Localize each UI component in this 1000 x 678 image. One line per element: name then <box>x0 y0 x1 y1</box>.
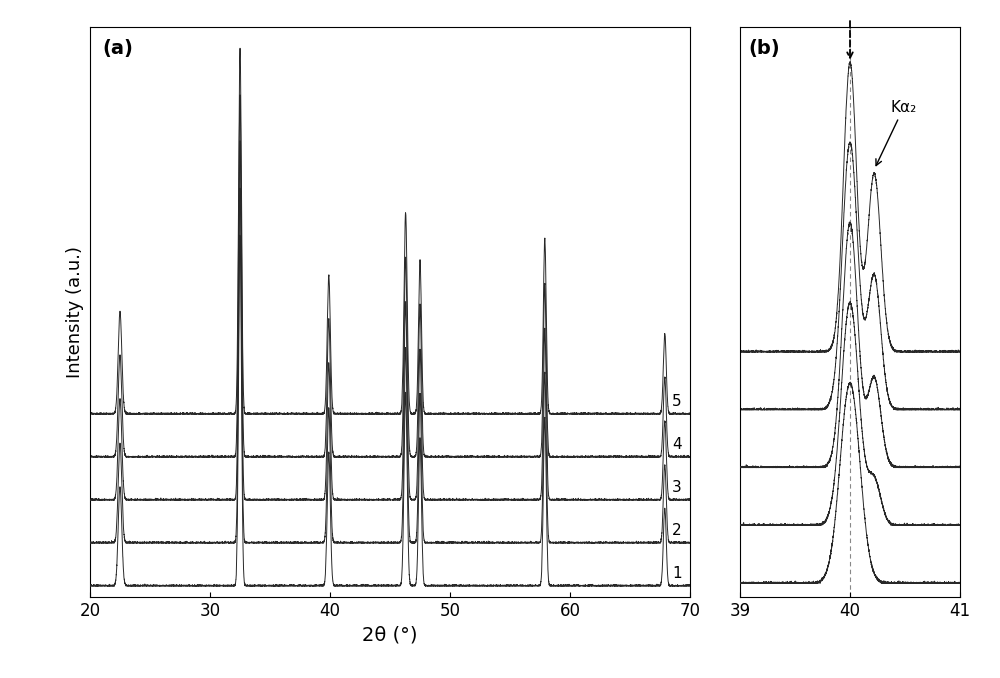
X-axis label: 2θ (°): 2θ (°) <box>362 625 418 644</box>
Text: Kα₂: Kα₂ <box>876 100 917 165</box>
Text: (a): (a) <box>102 39 133 58</box>
Y-axis label: Intensity (a.u.): Intensity (a.u.) <box>66 246 84 378</box>
Text: 1: 1 <box>672 565 682 580</box>
Text: 5: 5 <box>672 394 682 409</box>
Text: 3: 3 <box>672 479 682 494</box>
Text: (b): (b) <box>749 39 780 58</box>
Text: 4: 4 <box>672 437 682 452</box>
Text: 2: 2 <box>672 523 682 538</box>
